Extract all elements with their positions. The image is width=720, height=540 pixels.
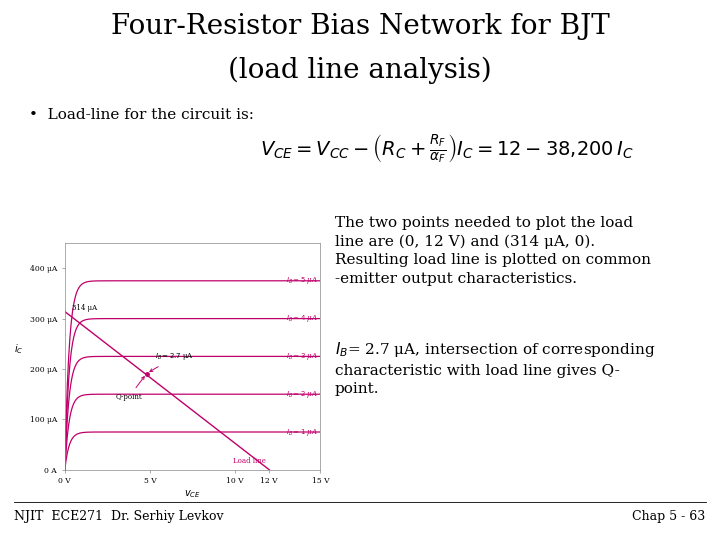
Text: The two points needed to plot the load
line are (0, 12 V) and (314 μA, 0).
Resul: The two points needed to plot the load l… [335, 216, 651, 286]
Text: $I_B = 3$ μA: $I_B = 3$ μA [286, 351, 318, 362]
Text: (load line analysis): (load line analysis) [228, 57, 492, 84]
Text: $I_B$= 2.7 μA, intersection of corresponding
characteristic with load line gives: $I_B$= 2.7 μA, intersection of correspon… [335, 340, 655, 396]
Text: $I_B = 2.7$ μA: $I_B = 2.7$ μA [150, 352, 194, 372]
Text: $I_B = 5$ μA: $I_B = 5$ μA [286, 275, 318, 286]
Text: $I_B = 4$ μA: $I_B = 4$ μA [286, 313, 318, 324]
Text: $I_B = 2$ μA: $I_B = 2$ μA [286, 389, 318, 400]
Text: •  Load-line for the circuit is:: • Load-line for the circuit is: [29, 108, 254, 122]
Text: 314 μA: 314 μA [71, 303, 96, 312]
Text: NJIT  ECE271  Dr. Serhiy Levkov: NJIT ECE271 Dr. Serhiy Levkov [14, 510, 224, 523]
X-axis label: $v_{CE}$: $v_{CE}$ [184, 488, 201, 500]
Y-axis label: $i_C$: $i_C$ [14, 342, 23, 356]
Text: Q-point: Q-point [116, 376, 144, 401]
Text: $V_{CE}=V_{CC}-\left(R_C+\frac{R_F}{\alpha_F}\right)I_C=12-38{,}200\,I_C$: $V_{CE}=V_{CC}-\left(R_C+\frac{R_F}{\alp… [260, 132, 633, 165]
Text: $I_B = 1$ μA: $I_B = 1$ μA [286, 427, 318, 437]
Text: Chap 5 - 63: Chap 5 - 63 [632, 510, 706, 523]
Text: Four-Resistor Bias Network for BJT: Four-Resistor Bias Network for BJT [111, 14, 609, 40]
Text: Load line: Load line [233, 457, 266, 465]
